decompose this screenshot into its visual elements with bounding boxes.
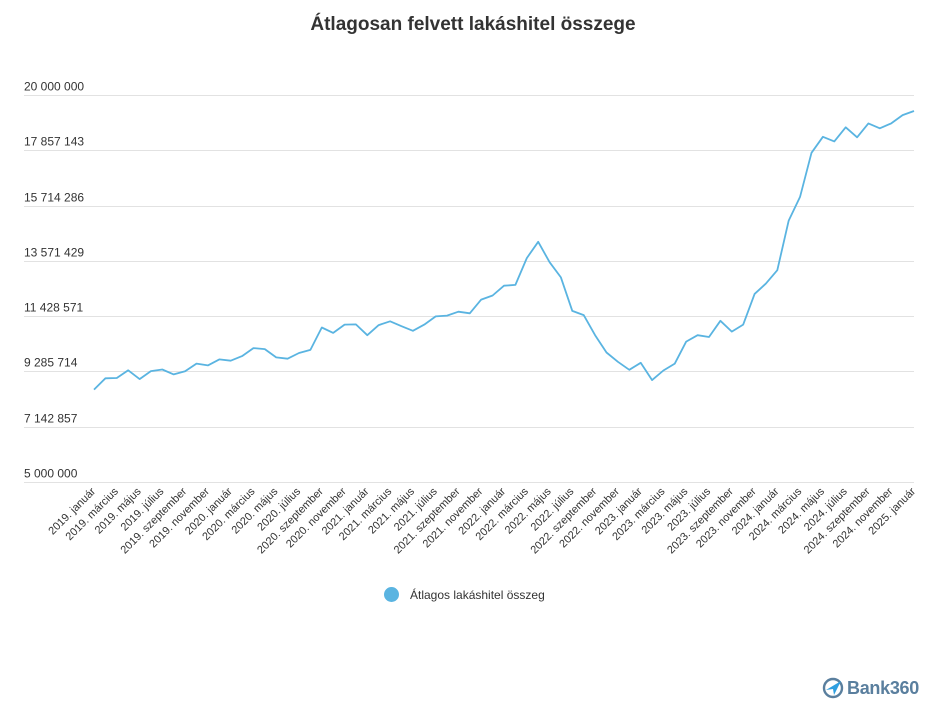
data-point[interactable] bbox=[751, 290, 759, 298]
data-point[interactable] bbox=[386, 317, 394, 325]
y-tick-label: 17 857 143 bbox=[24, 135, 84, 149]
data-point[interactable] bbox=[90, 386, 98, 394]
data-point[interactable] bbox=[694, 331, 702, 339]
data-point[interactable] bbox=[546, 258, 554, 266]
grid-lines bbox=[24, 95, 914, 483]
y-tick-label: 11 428 571 bbox=[24, 301, 83, 315]
y-tick-label: 13 571 429 bbox=[24, 246, 84, 260]
data-point[interactable] bbox=[341, 321, 349, 329]
data-point[interactable] bbox=[284, 355, 292, 363]
data-point[interactable] bbox=[193, 360, 201, 368]
series-layer bbox=[90, 107, 918, 394]
data-point[interactable] bbox=[443, 312, 451, 320]
data-point[interactable] bbox=[796, 193, 804, 201]
data-point[interactable] bbox=[648, 376, 656, 384]
data-point[interactable] bbox=[819, 133, 827, 141]
data-point[interactable] bbox=[101, 374, 109, 382]
data-point[interactable] bbox=[557, 273, 565, 281]
data-point[interactable] bbox=[682, 338, 690, 346]
y-tick-label: 9 285 714 bbox=[24, 356, 78, 370]
data-point[interactable] bbox=[306, 346, 314, 354]
data-point[interactable] bbox=[489, 292, 497, 300]
data-point[interactable] bbox=[603, 349, 611, 357]
y-tick-label: 15 714 286 bbox=[24, 191, 84, 205]
data-point[interactable] bbox=[580, 311, 588, 319]
data-point[interactable] bbox=[853, 133, 861, 141]
legend-swatch-icon bbox=[384, 587, 399, 602]
data-point[interactable] bbox=[842, 123, 850, 131]
data-point[interactable] bbox=[876, 124, 884, 132]
logo-text: Bank360 bbox=[847, 677, 919, 698]
data-point[interactable] bbox=[227, 357, 235, 365]
data-point[interactable] bbox=[762, 280, 770, 288]
data-point[interactable] bbox=[249, 344, 257, 352]
data-point[interactable] bbox=[158, 366, 166, 374]
bank360-logo: Bank360 bbox=[822, 677, 919, 699]
data-point[interactable] bbox=[215, 355, 223, 363]
data-point[interactable] bbox=[887, 119, 895, 127]
data-point[interactable] bbox=[637, 359, 645, 367]
data-point[interactable] bbox=[329, 329, 337, 337]
chart-title: Átlagosan felvett lakáshitel összege bbox=[310, 14, 636, 35]
data-point[interactable] bbox=[716, 317, 724, 325]
data-point[interactable] bbox=[363, 331, 371, 339]
data-point[interactable] bbox=[568, 307, 576, 315]
data-point[interactable] bbox=[591, 331, 599, 339]
data-point[interactable] bbox=[511, 281, 519, 289]
data-point[interactable] bbox=[409, 327, 417, 335]
data-point[interactable] bbox=[420, 321, 428, 329]
data-point[interactable] bbox=[136, 375, 144, 383]
y-tick-label: 7 142 857 bbox=[24, 412, 78, 426]
data-point[interactable] bbox=[147, 367, 155, 375]
data-point[interactable] bbox=[625, 366, 633, 374]
data-point[interactable] bbox=[113, 374, 121, 382]
data-point[interactable] bbox=[124, 366, 132, 374]
data-point[interactable] bbox=[432, 312, 440, 320]
data-point[interactable] bbox=[899, 111, 907, 119]
data-point[interactable] bbox=[534, 238, 542, 246]
data-point[interactable] bbox=[659, 367, 667, 375]
data-point[interactable] bbox=[238, 352, 246, 360]
data-point[interactable] bbox=[466, 309, 474, 317]
data-point[interactable] bbox=[728, 328, 736, 336]
data-point[interactable] bbox=[170, 370, 178, 378]
data-point[interactable] bbox=[671, 360, 679, 368]
y-axis-tick-labels: 20 000 000 17 857 143 15 714 286 13 571 429… bbox=[24, 80, 84, 481]
data-point[interactable] bbox=[375, 321, 383, 329]
series-line[interactable] bbox=[93, 110, 915, 391]
data-point[interactable] bbox=[500, 282, 508, 290]
bank360-logo-icon bbox=[822, 677, 844, 699]
legend-label: Átlagos lakáshitel összeg bbox=[410, 587, 545, 602]
data-point[interactable] bbox=[398, 322, 406, 330]
data-point[interactable] bbox=[272, 353, 280, 361]
data-point[interactable] bbox=[454, 308, 462, 316]
data-point[interactable] bbox=[261, 345, 269, 353]
data-point[interactable] bbox=[705, 333, 713, 341]
data-point[interactable] bbox=[204, 361, 212, 369]
data-point[interactable] bbox=[739, 321, 747, 329]
data-point[interactable] bbox=[352, 320, 360, 328]
data-point[interactable] bbox=[523, 254, 531, 262]
data-point[interactable] bbox=[785, 217, 793, 225]
data-point[interactable] bbox=[477, 296, 485, 304]
y-tick-label: 20 000 000 bbox=[24, 80, 84, 94]
data-point[interactable] bbox=[318, 324, 326, 332]
data-point[interactable] bbox=[910, 107, 918, 115]
data-point[interactable] bbox=[864, 119, 872, 127]
legend[interactable]: Átlagos lakáshitel összeg bbox=[384, 587, 545, 602]
data-point[interactable] bbox=[295, 349, 303, 357]
data-point[interactable] bbox=[181, 367, 189, 375]
data-point[interactable] bbox=[830, 137, 838, 145]
data-point[interactable] bbox=[808, 149, 816, 157]
y-tick-label: 5 000 000 bbox=[24, 467, 78, 481]
data-point[interactable] bbox=[773, 266, 781, 274]
data-point[interactable] bbox=[614, 358, 622, 366]
